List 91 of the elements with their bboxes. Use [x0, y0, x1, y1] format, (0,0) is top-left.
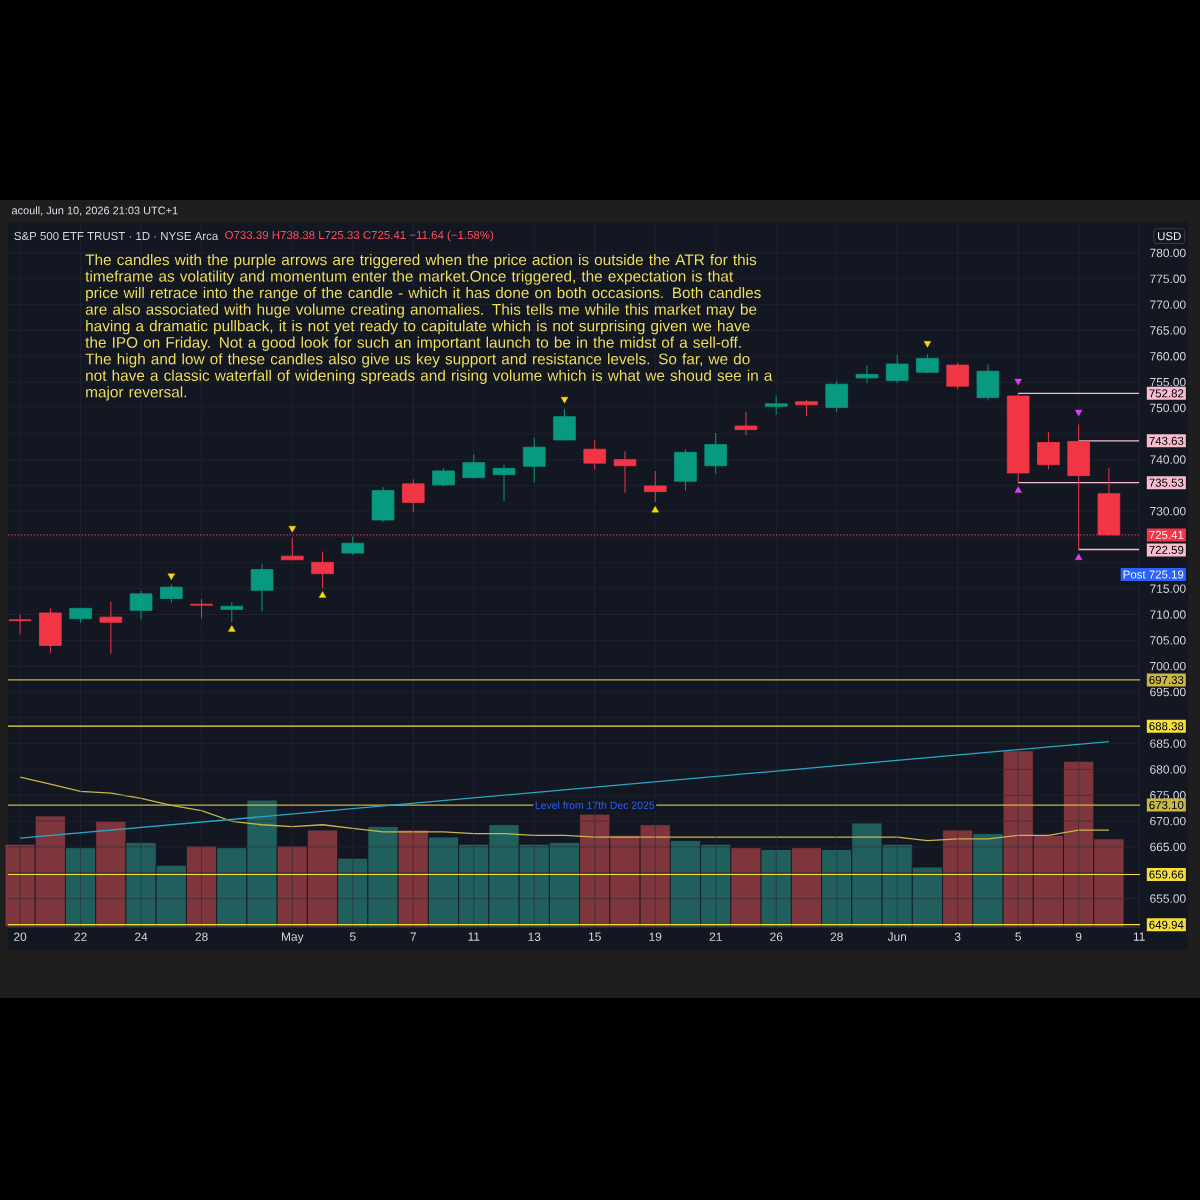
ref-line-label: 697.33	[1149, 675, 1184, 685]
ref-line-label: 725.41	[1149, 530, 1184, 539]
candlestick	[492, 464, 516, 502]
data-label: 743.63	[1149, 436, 1184, 445]
point	[228, 625, 236, 632]
candlestick	[190, 598, 213, 619]
candlestick	[401, 478, 425, 513]
point	[560, 396, 569, 404]
y-tick-label: 730.00	[1150, 506, 1186, 516]
x-tick-label: 21	[709, 932, 722, 941]
y-tick-label: 765.00	[1150, 326, 1186, 335]
y-tick-label: 770.00	[1150, 300, 1186, 309]
candlestick	[522, 437, 546, 483]
x-tick-label: 24	[135, 932, 148, 941]
candlestick	[553, 408, 576, 441]
x-tick-label: 5	[1015, 932, 1021, 941]
candlestick	[946, 361, 969, 391]
text: The candles with the purple arrows are triggered when the price action is outside the ATR for this timeframe as volatility and momentum enter the market.Once triggered, the expectation is that price will retrace into the range of the candle - which it has done on both occasions. Both candles are also associated with huge volume creating anomalies. This tells me while this market may be having a dramatic pullback, it is not yet ready to capitulate which is not surprising given we have the IPO on Friday. Not a good look for such an important launch to be in the midst of a sell-off. The high and low of these candles also give us key support and resistance levels. So far, we do not have a classic waterfall of widening spreads and rising volume which is what we shoud see in a major reversal.	[85, 253, 773, 401]
candlestick	[129, 590, 153, 620]
y-tick-label: 750.00	[1150, 403, 1186, 413]
candlestick	[613, 450, 637, 494]
point	[1074, 553, 1083, 560]
point	[1014, 486, 1022, 493]
data-label: 735.53	[1149, 478, 1184, 487]
x-tick-label: 28	[830, 932, 843, 941]
candlestick	[220, 601, 244, 623]
y-tick-label: 655.00	[1150, 894, 1186, 903]
annotation: Level from 17th Dec 2025	[535, 801, 655, 809]
candlestick	[825, 380, 848, 413]
candlestick	[583, 439, 607, 470]
x-tick-label: 3	[954, 932, 961, 941]
candlestick	[855, 365, 879, 384]
y-tick-label: 760.00	[1150, 352, 1186, 361]
candlestick	[734, 411, 758, 436]
x-tick-label: 28	[195, 932, 208, 941]
point	[1074, 409, 1083, 417]
candlestick	[885, 354, 909, 384]
text: S&P 500 ETF TRUST · 1D · NYSE Arca	[14, 231, 219, 241]
x-tick-label: 11	[1133, 932, 1145, 941]
point	[1014, 378, 1022, 386]
y-tick-label: 670.00	[1150, 816, 1186, 826]
y-tick-label: 715.00	[1150, 584, 1186, 593]
ref-line-label: 688.38	[1149, 722, 1184, 731]
candlestick	[8, 614, 32, 635]
x-tick-label: 15	[589, 932, 601, 941]
ref-line-label: 659.66	[1149, 870, 1184, 879]
ref-line-label: 673.10	[1149, 801, 1184, 810]
x-tick-label: 26	[770, 932, 783, 941]
point	[167, 573, 175, 580]
y-tick-label: 780.00	[1150, 248, 1186, 258]
x-tick-label: 13	[528, 932, 541, 941]
point	[288, 526, 296, 533]
candlestick	[99, 601, 123, 655]
point	[923, 341, 932, 348]
x-tick-label: 5	[349, 932, 356, 941]
y-tick-label: 755.00	[1150, 377, 1186, 387]
point	[318, 591, 327, 598]
candlestick	[643, 470, 667, 503]
candlestick	[341, 536, 365, 556]
y-tick-label: 685.00	[1150, 739, 1186, 748]
x-tick-label: 20	[14, 932, 27, 941]
candlestick	[1037, 431, 1060, 470]
point	[651, 505, 659, 513]
text: USD	[1158, 232, 1181, 241]
candlestick	[160, 584, 183, 604]
y-tick-label: 665.00	[1150, 842, 1186, 852]
x-tick-label: 22	[74, 932, 87, 941]
text: O733.39 H738.38 L725.33 C725.41 −11.64 (−1.58%)	[225, 230, 494, 242]
candlestick	[311, 551, 334, 589]
x-tick-label: Jun	[887, 932, 907, 941]
y-tick-label: 705.00	[1150, 636, 1186, 645]
candlestick	[764, 395, 788, 416]
data-label: 722.59	[1149, 545, 1184, 554]
x-tick-label: 9	[1075, 932, 1082, 941]
x-tick-label: 11	[468, 932, 480, 941]
y-tick-label: 740.00	[1150, 455, 1186, 464]
y-tick-label: 700.00	[1150, 661, 1186, 671]
x-tick-label: 19	[649, 932, 662, 941]
candlestick	[250, 563, 274, 612]
ref-line-label: 649.94	[1149, 920, 1184, 929]
candlestick	[704, 432, 728, 475]
x-tick-label: May	[281, 932, 304, 944]
y-tick-label: 680.00	[1150, 765, 1186, 774]
y-tick-label: 695.00	[1150, 687, 1186, 697]
y-tick-label: 675.00	[1150, 791, 1186, 800]
y-tick-label: 710.00	[1150, 610, 1186, 619]
y-tick-label: 775.00	[1150, 274, 1186, 284]
data-label: 752.82	[1149, 389, 1184, 398]
annotation: Post 725.19	[1123, 570, 1184, 579]
x-tick-label: 7	[410, 932, 416, 941]
text: acoull, Jun 10, 2026 21:03 UTC+1	[11, 206, 178, 216]
